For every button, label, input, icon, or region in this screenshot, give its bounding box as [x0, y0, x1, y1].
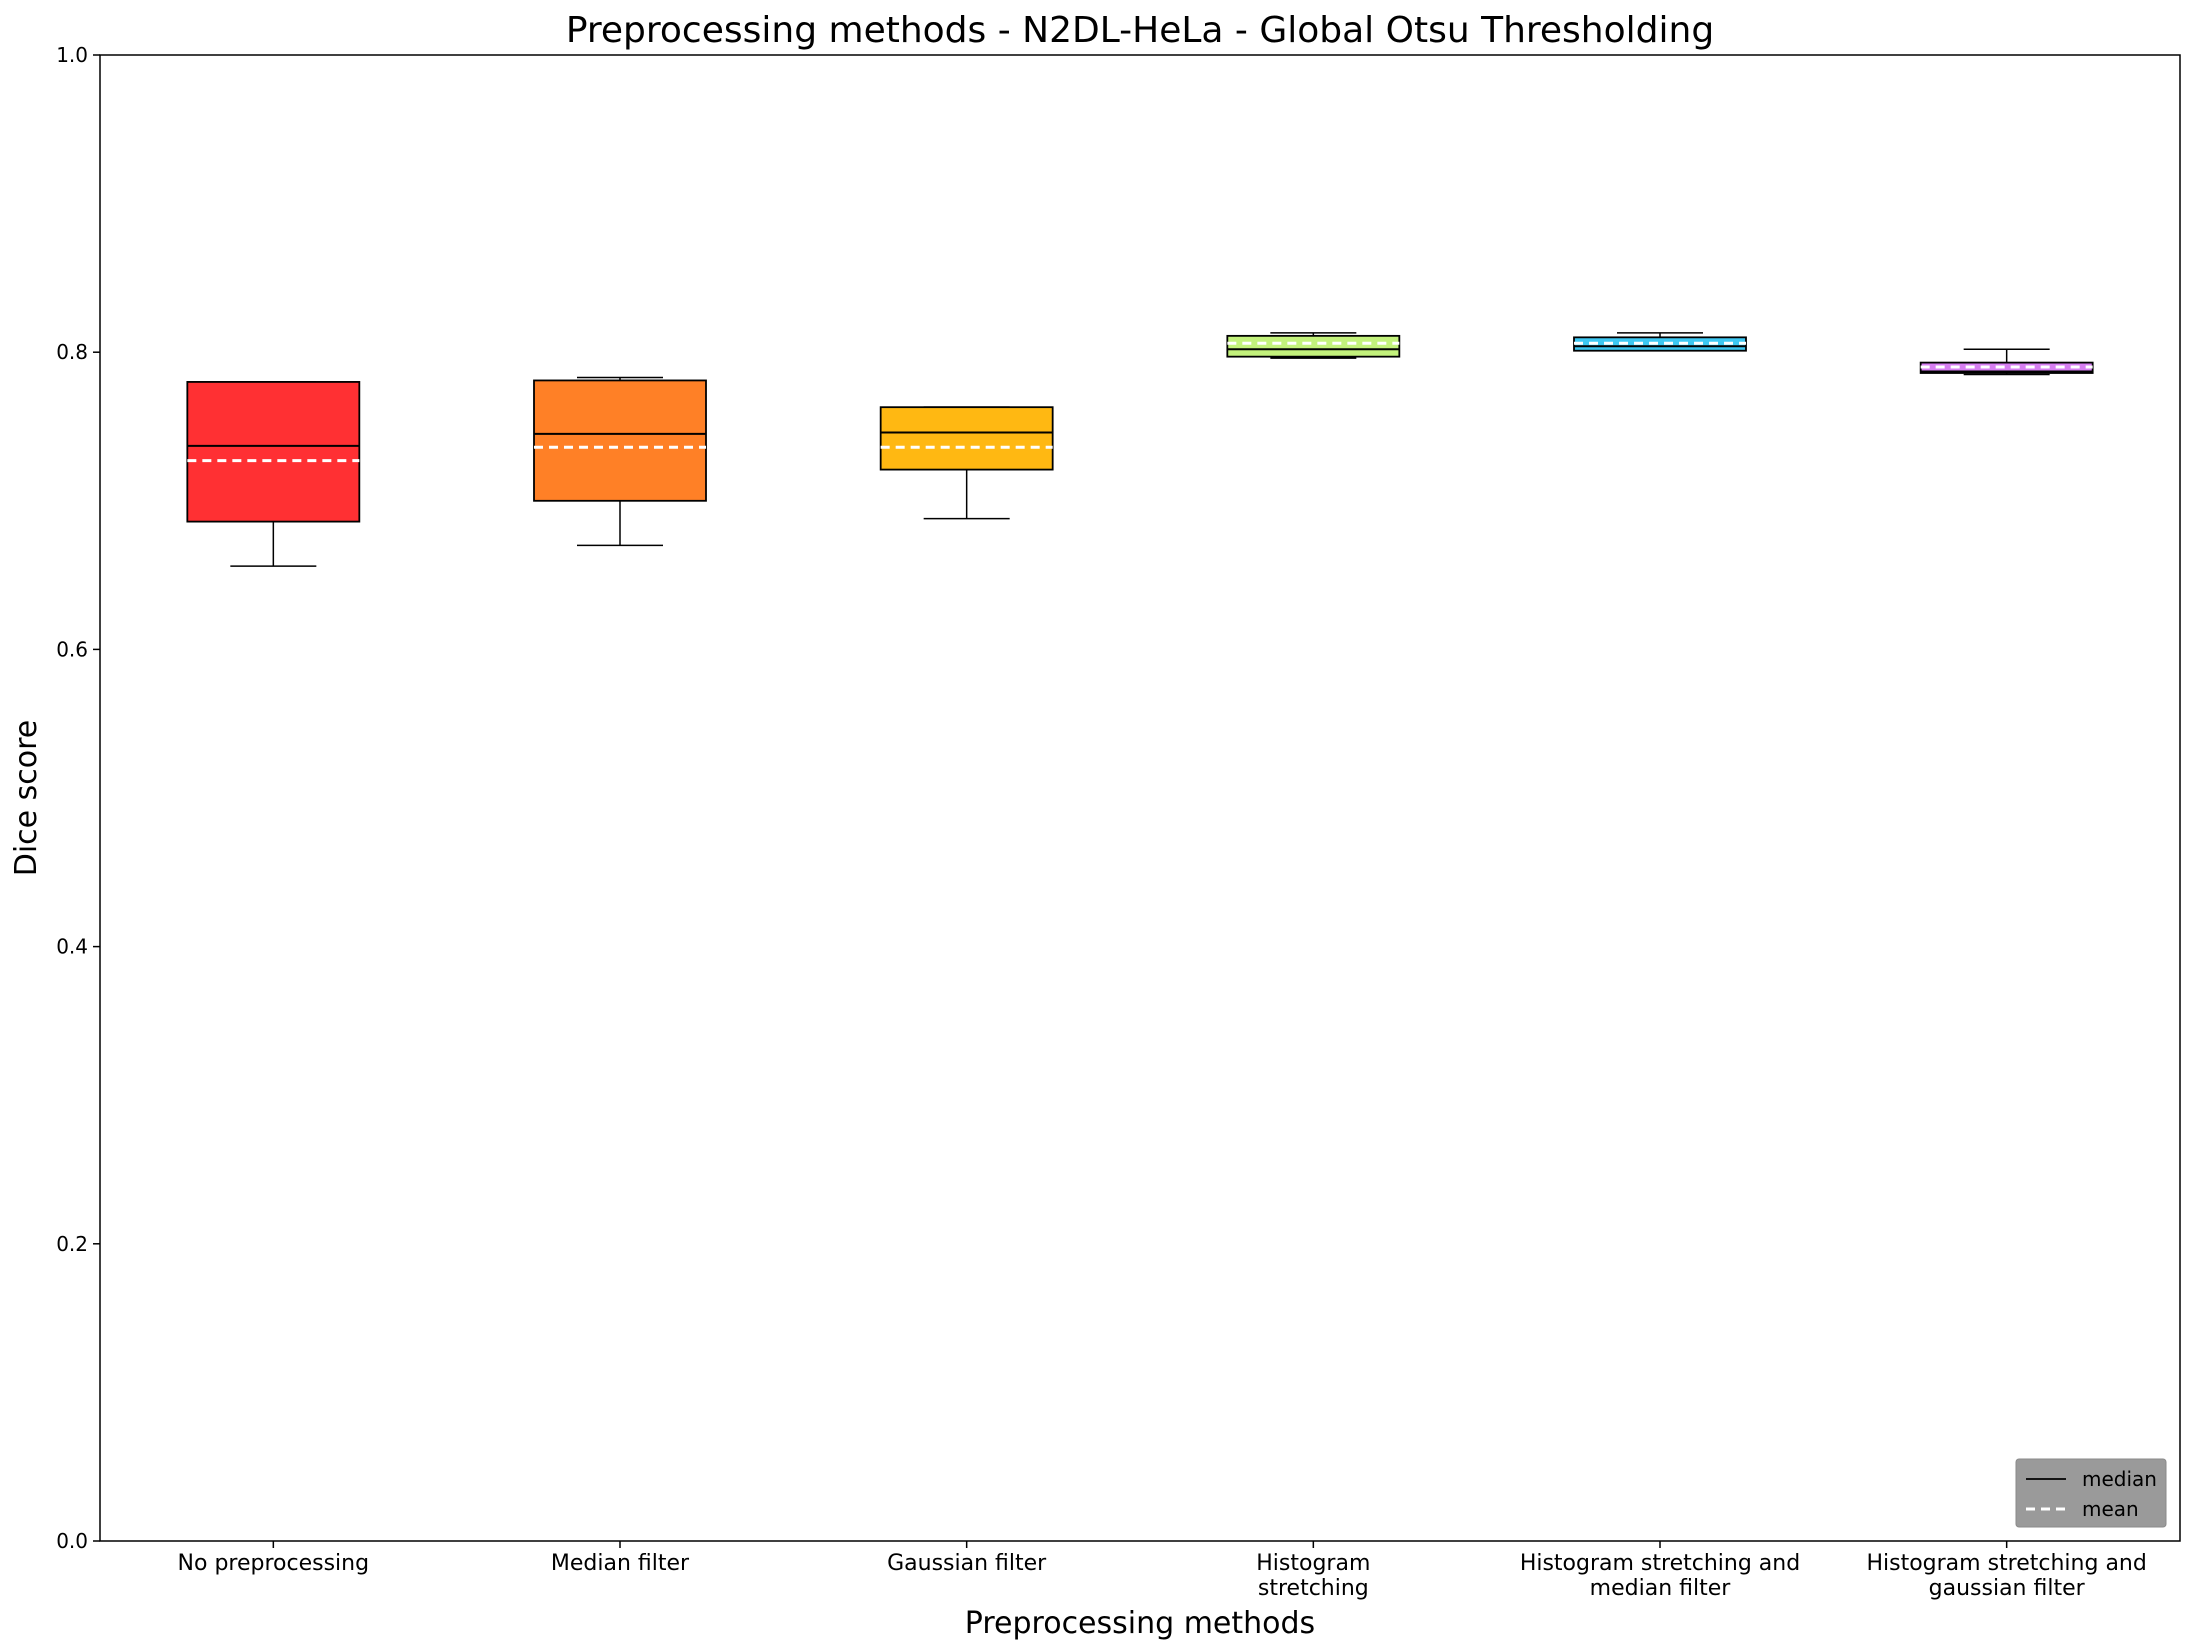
- chart-title: Preprocessing methods - N2DL-HeLa - Glob…: [566, 10, 1714, 51]
- x-tick-label: median filter: [1590, 1576, 1732, 1601]
- box-0: [186, 381, 361, 567]
- boxes-group: [186, 332, 2094, 567]
- y-tick-label: 0.8: [56, 340, 88, 364]
- box-2: [879, 406, 1054, 520]
- box-body: [533, 379, 707, 502]
- y-tick-label: 1.0: [56, 43, 88, 67]
- x-axis: No preprocessing Median filter Gaussian fi…: [178, 1541, 2147, 1601]
- box-body: [1573, 336, 1747, 352]
- x-tick-label: Histogram stretching and: [1866, 1551, 2146, 1576]
- box-4: [1573, 332, 1747, 352]
- x-tick-label: Histogram stretching and: [1520, 1551, 1800, 1576]
- legend-label-mean: mean: [2082, 1497, 2139, 1521]
- x-tick-label: No preprocessing: [178, 1551, 370, 1576]
- x-tick-label: Histogram: [1256, 1551, 1370, 1576]
- y-tick-label: 0.0: [56, 1529, 88, 1553]
- legend-label-median: median: [2082, 1467, 2157, 1491]
- plot-frame: [99, 54, 2181, 1542]
- box-body: [1226, 334, 1401, 358]
- box-3: [1226, 332, 1401, 359]
- y-tick-label: 0.2: [56, 1232, 88, 1256]
- x-axis-title: Preprocessing methods: [965, 1606, 1315, 1641]
- legend: median mean: [2015, 1458, 2167, 1528]
- legend-box: [2015, 1458, 2167, 1528]
- y-tick-label: 0.4: [56, 935, 88, 959]
- x-tick-label: Gaussian filter: [887, 1551, 1047, 1576]
- x-tick-label: stretching: [1258, 1576, 1369, 1601]
- box-5: [1919, 348, 2094, 376]
- box-body: [186, 381, 361, 523]
- y-axis-title: Dice score: [9, 720, 44, 877]
- x-tick-label: Median filter: [551, 1551, 690, 1576]
- x-tick-label: gaussian filter: [1929, 1576, 2086, 1601]
- y-axis: 0.0 0.2 0.4 0.6 0.8 1.0: [56, 43, 100, 1553]
- y-tick-label: 0.6: [56, 637, 88, 661]
- box-1: [533, 376, 707, 547]
- box-body: [879, 406, 1054, 471]
